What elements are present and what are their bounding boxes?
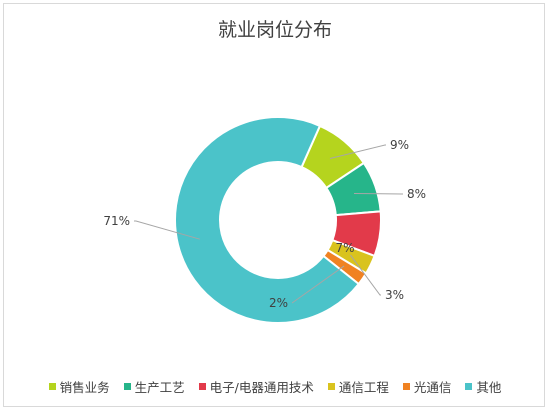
data-label: 9%: [390, 138, 409, 152]
leader-line: [329, 144, 386, 159]
legend-item-production: 生产工艺: [123, 377, 185, 396]
data-label: 71%: [103, 214, 130, 228]
leader-line: [134, 220, 200, 240]
legend: 销售业务 生产工艺 电子/电器通用技术 通信工程 光通信 其他: [0, 377, 550, 396]
legend-label: 通信工程: [338, 380, 389, 395]
legend-label: 生产工艺: [134, 380, 185, 395]
legend-item-electronics: 电子/电器通用技术: [198, 377, 314, 396]
legend-swatch: [123, 383, 131, 390]
data-label: 2%: [269, 296, 288, 310]
legend-item-sales: 销售业务: [48, 377, 110, 396]
legend-swatch: [48, 383, 56, 390]
data-label: 3%: [385, 288, 404, 302]
legend-label: 电子/电器通用技术: [209, 380, 314, 395]
legend-swatch: [198, 383, 206, 390]
legend-swatch: [465, 383, 473, 390]
leader-line: [291, 265, 345, 304]
legend-swatch: [327, 383, 335, 390]
data-label: 8%: [407, 187, 426, 201]
leader-line: [350, 254, 381, 296]
legend-label: 销售业务: [59, 380, 110, 395]
legend-swatch: [402, 383, 410, 390]
chart-frame: [3, 3, 545, 407]
data-label: 7%: [335, 241, 354, 255]
legend-item-optical: 光通信: [402, 377, 452, 396]
legend-item-telecom: 通信工程: [327, 377, 389, 396]
legend-label: 其他: [476, 380, 502, 395]
legend-label: 光通信: [413, 380, 452, 395]
chart-title: 就业岗位分布: [217, 19, 332, 41]
donut-slice: [174, 116, 361, 324]
legend-item-other: 其他: [465, 377, 501, 396]
